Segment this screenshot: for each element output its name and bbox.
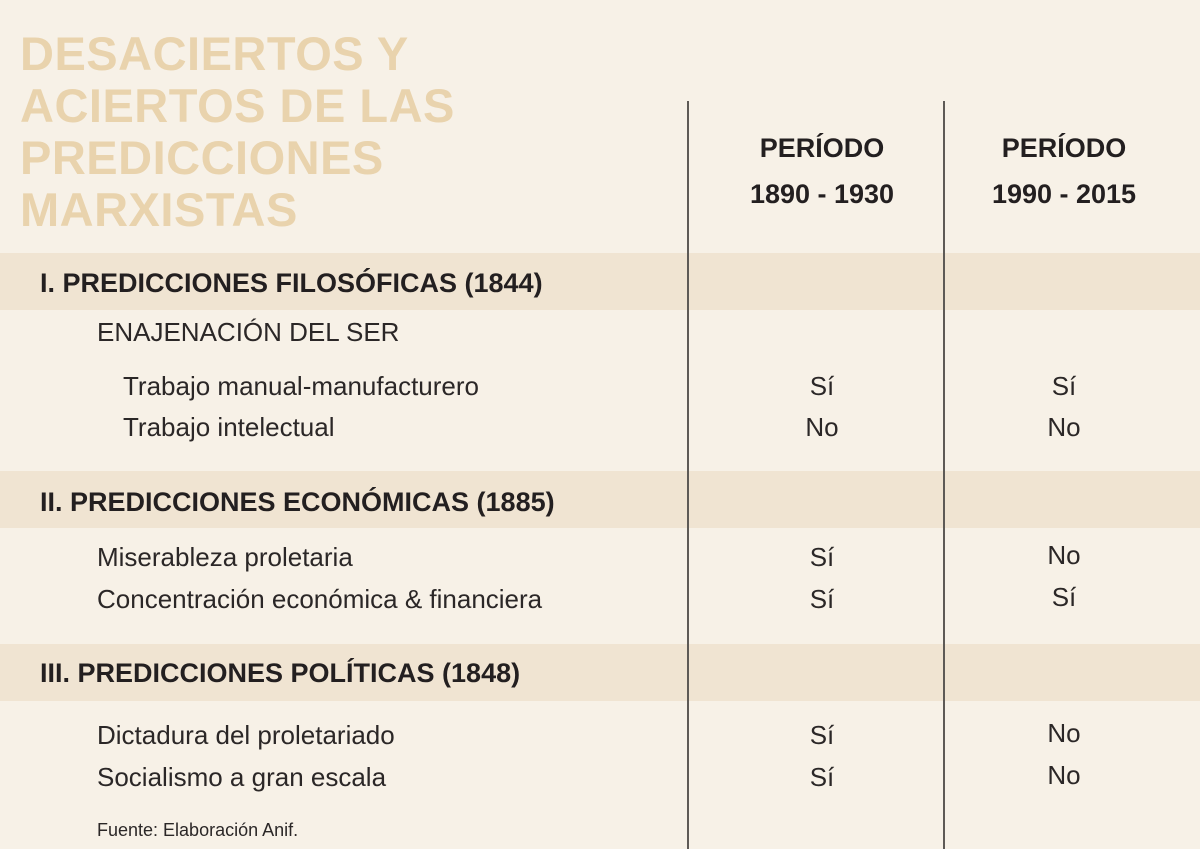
row-label: Concentración económica & financiera — [97, 584, 543, 614]
section-band-1 — [0, 253, 1200, 310]
row-label: Dictadura del proletariado — [97, 720, 395, 750]
row-value-1890-1930: Sí — [809, 720, 835, 750]
title-line-4: MARXISTAS — [20, 183, 298, 236]
row-value-1990-2015: No — [1047, 412, 1081, 442]
row-value-1990-2015: No — [1047, 718, 1081, 748]
row-value-1990-2015: No — [1047, 760, 1081, 790]
row-value-1890-1930: Sí — [809, 762, 835, 792]
section-title-politicas: III. PREDICCIONES POLÍTICAS (1848) — [40, 658, 521, 688]
section-title-economicas: II. PREDICCIONES ECONÓMICAS (1885) — [40, 487, 555, 517]
column-divider-2 — [943, 101, 945, 849]
row-label: Miserableza proletaria — [97, 542, 353, 572]
column-divider-1 — [687, 101, 689, 849]
row-value-1990-2015: Sí — [1051, 582, 1077, 612]
column-header-2-label: PERÍODO — [1001, 133, 1127, 163]
title-line-2: ACIERTOS DE LAS — [20, 79, 455, 132]
row-value-1890-1930: Sí — [809, 371, 835, 401]
row-label: Trabajo intelectual — [123, 412, 335, 442]
section-band-2 — [0, 471, 1200, 528]
column-header-1-label: PERÍODO — [759, 133, 885, 163]
row-label: Socialismo a gran escala — [97, 762, 387, 792]
title-line-1: DESACIERTOS Y — [20, 27, 409, 80]
column-header-1-range: 1890 - 1930 — [749, 179, 895, 209]
column-header-2-range: 1990 - 2015 — [991, 179, 1137, 209]
section-title-filosoficas: I. PREDICCIONES FILOSÓFICAS (1844) — [40, 268, 543, 298]
row-value-1990-2015: No — [1047, 540, 1081, 570]
subheading-enajenacion: ENAJENACIÓN DEL SER — [97, 317, 400, 347]
row-value-1890-1930: Sí — [809, 542, 835, 572]
row-value-1890-1930: No — [805, 412, 839, 442]
source-note: Fuente: Elaboración Anif. — [97, 820, 299, 840]
row-value-1890-1930: Sí — [809, 584, 835, 614]
row-value-1990-2015: Sí — [1051, 371, 1077, 401]
title-line-3: PREDICCIONES — [20, 131, 384, 184]
row-label: Trabajo manual-manufacturero — [123, 371, 479, 401]
section-band-3 — [0, 644, 1200, 701]
